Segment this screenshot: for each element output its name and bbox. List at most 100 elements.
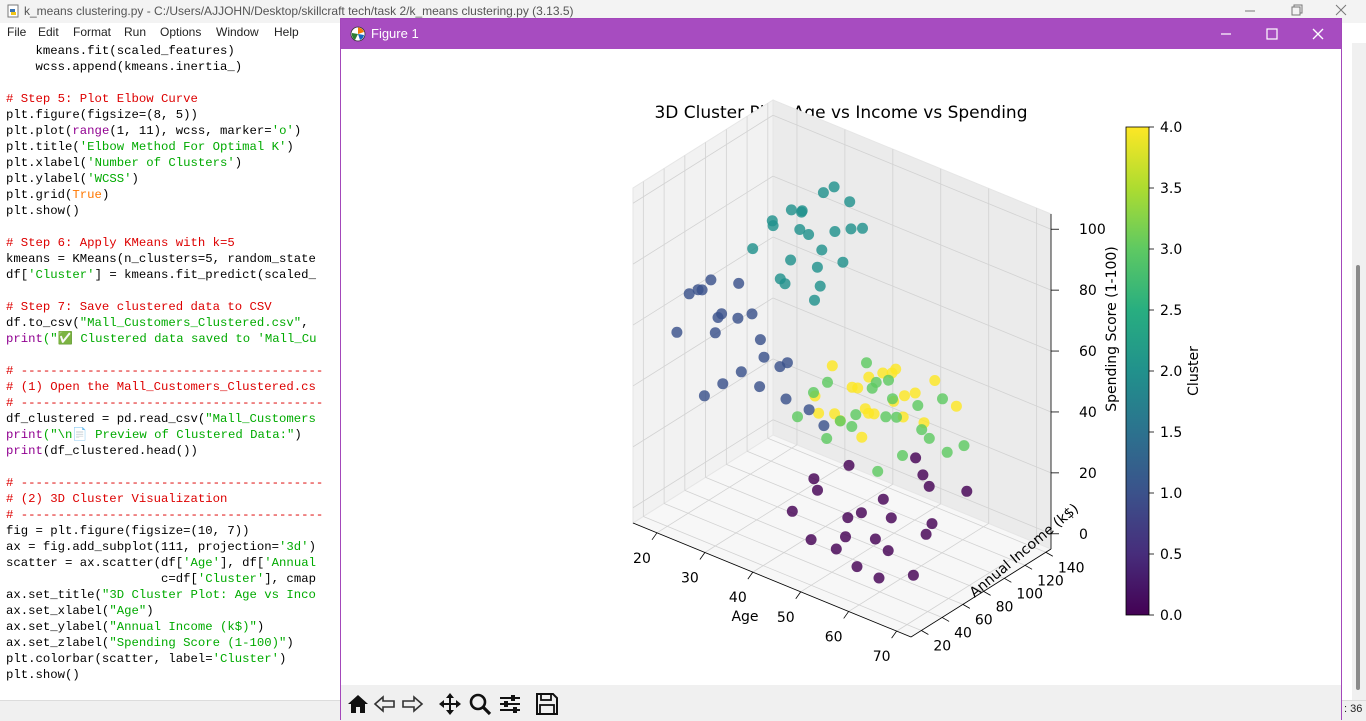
forward-icon[interactable]	[399, 692, 425, 716]
data-point-cluster-2	[794, 224, 806, 235]
home-icon[interactable]	[345, 692, 371, 716]
minimize-icon	[1245, 10, 1255, 12]
menu-window[interactable]: Window	[216, 25, 259, 39]
x-tick-mark	[891, 630, 897, 639]
y-tick-mark	[983, 591, 991, 596]
menu-file[interactable]: File	[7, 25, 27, 39]
z-tick-label: 40	[1079, 405, 1097, 421]
code-token: fig = plt.figure(figsize=(10, 7))	[6, 524, 250, 538]
menu-help[interactable]: Help	[274, 25, 299, 39]
code-editor[interactable]: kmeans.fit(scaled_features) wcss.append(…	[0, 43, 341, 700]
pan-icon[interactable]	[437, 692, 463, 716]
menu-options[interactable]: Options	[160, 25, 202, 39]
data-point-cluster-1	[758, 351, 770, 363]
data-point-cluster-3	[923, 432, 935, 444]
code-line: ax.set_zlabel("Spending Score (1-100)")	[6, 635, 294, 651]
y-tick-label: 40	[954, 625, 972, 641]
x-tick-label: 40	[729, 590, 747, 606]
data-point-cluster-2	[779, 278, 791, 290]
axes-grid	[632, 103, 1052, 632]
close-icon	[1312, 28, 1324, 40]
code-token: ,	[301, 316, 309, 330]
colorbar-tick-label: 0.5	[1160, 547, 1182, 563]
code-token: 'Number of Clusters'	[87, 156, 235, 170]
y-tick-mark	[1024, 564, 1033, 570]
grid-line	[772, 297, 1052, 413]
code-token: plt.ylabel(	[6, 172, 88, 186]
data-point-cluster-3	[880, 411, 892, 423]
figure-minimize-button[interactable]	[1203, 19, 1249, 49]
zoom-icon[interactable]	[467, 692, 493, 716]
data-point-cluster-2	[857, 222, 868, 234]
code-line: # (1) Open the Mall_Customers_Clustered.…	[6, 379, 316, 395]
code-line: kmeans = KMeans(n_clusters=5, random_sta…	[6, 251, 316, 267]
data-point-cluster-2	[796, 206, 807, 218]
code-line: plt.colorbar(scatter, label='Cluster')	[6, 651, 286, 667]
code-token: "Mall_Customers_Clustered.csv"	[79, 316, 302, 330]
code-line: plt.plot(range(1, 11), wcss, marker='o')	[6, 123, 301, 139]
code-line: scatter = ax.scatter(df['Age'], df['Annu…	[6, 555, 316, 571]
z-tick-label: 20	[1079, 466, 1097, 482]
data-point-cluster-3	[958, 440, 970, 452]
code-token: "3D Cluster Plot: Age vs Inco	[101, 588, 316, 602]
grid-line	[632, 114, 774, 204]
code-token: plt.plot(	[6, 124, 73, 138]
data-point-cluster-1	[735, 366, 747, 378]
data-point-cluster-0	[843, 459, 855, 471]
code-token: "Spending Score (1-100)"	[109, 636, 287, 650]
code-token: "Annual Income (k$)"	[109, 620, 257, 634]
grid-line	[896, 542, 1037, 632]
data-point-cluster-0	[851, 561, 863, 573]
code-line: fig = plt.figure(figsize=(10, 7))	[6, 523, 250, 539]
code-token: # (2) 3D Cluster Visualization	[6, 492, 228, 506]
menu-edit[interactable]: Edit	[38, 25, 59, 39]
data-point-cluster-4	[826, 360, 838, 372]
code-line: df_clustered = pd.read_csv("Mall_Custome…	[6, 411, 316, 427]
x-tick-mark	[651, 532, 658, 541]
data-point-cluster-0	[926, 518, 938, 530]
grid-line	[656, 444, 798, 534]
code-line: # Step 5: Plot Elbow Curve	[6, 91, 198, 107]
colorbar-label: Cluster	[1186, 346, 1202, 396]
grid-line	[772, 114, 1052, 230]
data-point-cluster-0	[920, 528, 932, 540]
data-point-cluster-0	[917, 469, 929, 481]
figure-titlebar: Figure 1	[341, 19, 1341, 49]
menu-run[interactable]: Run	[124, 25, 147, 39]
data-point-cluster-2	[845, 223, 857, 235]
code-token: range	[72, 124, 110, 138]
data-point-cluster-0	[877, 493, 889, 505]
code-line: ax.set_title("3D Cluster Plot: Age vs In…	[6, 587, 316, 603]
data-point-cluster-3	[861, 357, 872, 369]
plot-canvas[interactable]: 3D Cluster Plot: Age vs Income vs Spendi…	[341, 49, 1341, 685]
data-point-cluster-2	[828, 181, 840, 193]
figure-window-title: Figure 1	[371, 26, 419, 41]
data-point-cluster-3	[891, 411, 902, 423]
idle-maximize-button[interactable]	[1273, 0, 1319, 23]
code-token: )	[294, 428, 302, 442]
grid-line	[643, 516, 922, 631]
idle-close-button[interactable]	[1318, 0, 1364, 23]
code-line: ax = fig.add_subplot(111, projection='3d…	[6, 539, 316, 555]
x-axis-line	[632, 522, 912, 638]
idle-minimize-button[interactable]	[1227, 0, 1273, 23]
figure-maximize-button[interactable]	[1249, 19, 1295, 49]
back-icon[interactable]	[372, 692, 398, 716]
x-tick-label: 20	[633, 551, 651, 567]
code-token: 'WCSS'	[87, 172, 132, 186]
code-token: # --------------------------------------…	[6, 476, 324, 490]
menu-format[interactable]: Format	[73, 25, 112, 39]
code-token: ("✅ Clustered data saved to 'Mall_Cu	[42, 332, 317, 346]
code-line: # --------------------------------------…	[6, 395, 323, 411]
data-point-cluster-1	[746, 308, 758, 320]
data-point-cluster-0	[882, 545, 894, 557]
idle-scrollbar-thumb[interactable]	[1356, 265, 1360, 690]
save-icon[interactable]	[534, 692, 560, 716]
figure-close-button[interactable]	[1295, 19, 1341, 49]
code-token: 'o'	[271, 124, 294, 138]
code-line: print("\n📄 Preview of Clustered Data:")	[6, 427, 302, 443]
code-token: 'Cluster'	[197, 572, 265, 586]
idle-titlebar: k_means clustering.py - C:/Users/AJJOHN/…	[0, 0, 1366, 23]
configure-subplots-icon[interactable]	[497, 692, 523, 716]
code-token: ax.set_title(	[6, 588, 102, 602]
